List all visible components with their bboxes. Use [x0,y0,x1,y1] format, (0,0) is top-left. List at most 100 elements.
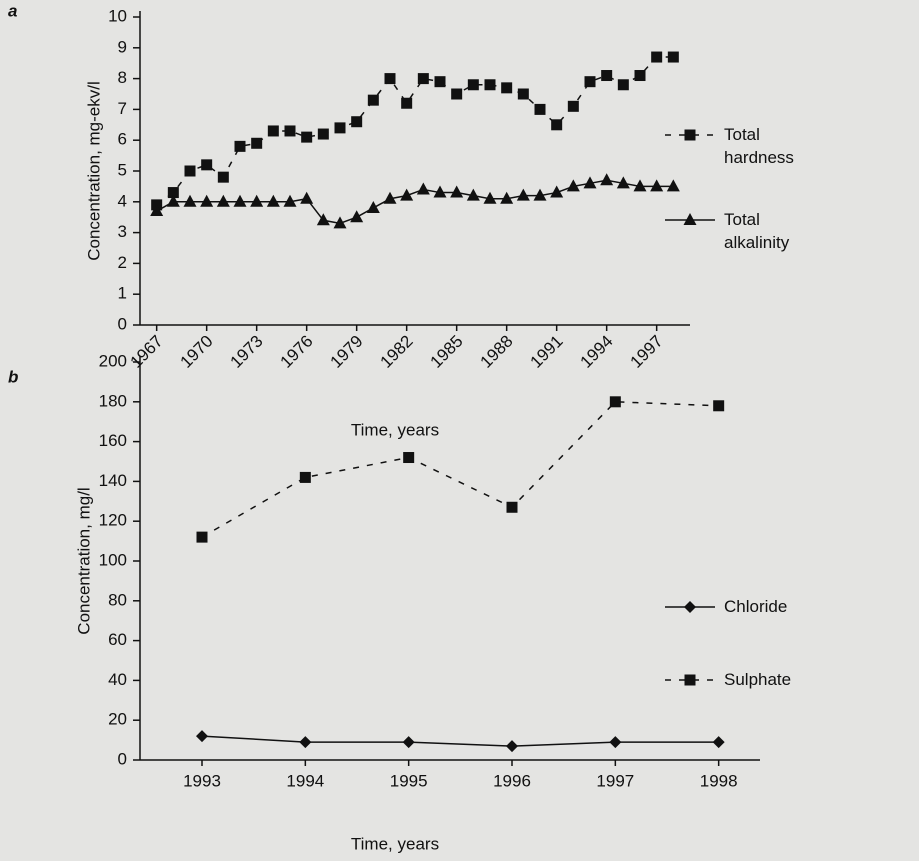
x-tick-label: 1994 [576,332,616,372]
marker [501,82,513,94]
marker [567,100,579,112]
y-tick-label: 160 [99,431,127,450]
marker [650,179,664,192]
x-axis-label: Time, years [351,834,439,853]
marker [366,200,380,213]
marker [551,119,563,131]
y-tick-label: 3 [118,222,127,241]
legend-marker [684,674,696,686]
y-tick-label: 9 [118,37,127,56]
series-line [201,401,719,538]
legend-label: Chloride [724,597,788,616]
marker [216,194,230,207]
marker [467,79,479,91]
x-tick-label: 1997 [596,771,634,790]
x-tick-label: 1993 [183,771,221,790]
panel-label: a [8,1,17,20]
marker [403,452,415,464]
marker [666,179,680,192]
marker [384,73,396,85]
marker [550,185,564,198]
y-tick-label: 10 [108,6,127,25]
x-tick-label: 1991 [526,332,566,372]
y-tick-label: 60 [108,630,127,649]
marker [600,173,614,186]
x-tick-label: 1998 [700,771,738,790]
marker [300,191,314,204]
y-tick-label: 180 [99,391,127,410]
x-tick-label: 1970 [176,332,216,372]
marker [633,179,647,192]
x-tick-label: 1973 [226,332,266,372]
x-tick-label: 1982 [376,332,416,372]
x-axis-label: Time, years [351,420,439,439]
x-tick-label: 1988 [476,332,516,372]
y-tick-label: 0 [118,314,127,333]
legend-marker [683,213,697,225]
marker [402,736,415,749]
series-line [156,179,674,225]
marker [451,88,463,100]
marker [234,140,246,152]
legend-marker [684,129,696,141]
legend-label: Sulphate [724,670,792,689]
y-tick-label: 4 [118,191,127,210]
marker [184,165,196,177]
y-tick-label: 5 [118,160,127,179]
x-tick-label: 1967 [126,332,166,372]
marker [233,194,247,207]
y-axis-label: Concentration, mg/l [74,487,93,634]
marker [217,171,229,183]
panel-label: b [8,367,18,386]
marker [583,176,597,189]
y-tick-label: 40 [108,670,127,689]
marker [334,122,346,134]
marker [266,194,280,207]
marker [601,70,613,82]
marker [483,191,497,204]
marker [667,51,679,63]
marker [500,191,514,204]
x-tick-label: 1979 [326,332,366,372]
y-tick-label: 7 [118,99,127,118]
x-tick-label: 1976 [276,332,316,372]
legend-marker [684,601,696,613]
y-tick-label: 20 [108,710,127,729]
marker [417,73,429,85]
marker [616,176,630,189]
marker [634,70,646,82]
marker [450,185,464,198]
legend-label: Total hardness [724,125,794,167]
marker [516,188,530,201]
marker [367,94,379,106]
marker [506,740,518,753]
marker [609,396,621,408]
marker [201,159,213,171]
marker [250,194,264,207]
marker [267,125,279,137]
y-tick-label: 0 [118,749,127,768]
marker [517,88,529,100]
marker [416,182,430,195]
marker [484,79,496,91]
marker [506,501,518,513]
marker [434,76,446,88]
marker [609,736,622,749]
marker [401,97,413,109]
x-tick-label: 1996 [493,771,531,790]
marker [283,194,297,207]
y-tick-label: 200 [99,351,127,370]
marker [200,194,214,207]
marker [299,736,312,749]
marker [317,128,329,140]
marker [350,210,364,223]
y-axis-label: Concentration, mg-ekv/l [84,81,103,261]
y-tick-label: 80 [108,590,127,609]
x-tick-label: 1995 [390,771,428,790]
marker [301,131,313,143]
y-tick-label: 100 [99,550,127,569]
marker [299,471,311,483]
marker [316,213,330,226]
marker [566,179,580,192]
y-tick-label: 120 [99,511,127,530]
